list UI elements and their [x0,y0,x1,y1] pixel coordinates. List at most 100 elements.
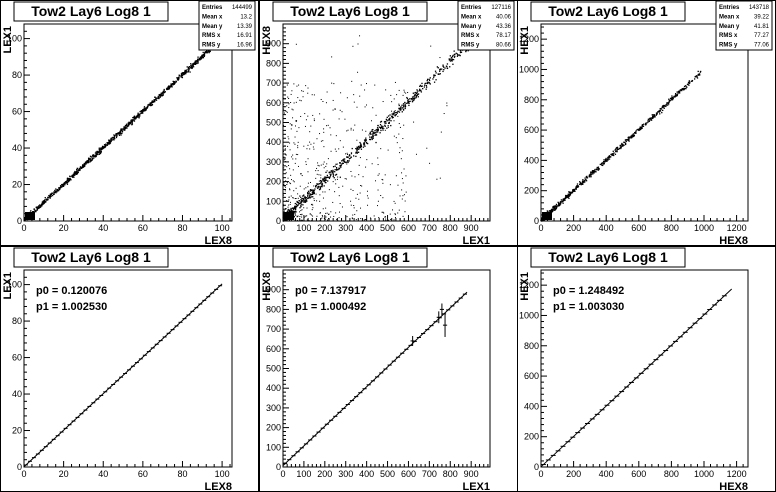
data-point [403,103,405,105]
data-point [120,134,122,136]
data-point [416,89,418,91]
data-point [299,220,301,222]
data-point [304,196,306,198]
y-tick-label: 600 [524,371,539,381]
data-point [359,146,362,149]
data-point [51,194,54,197]
data-point [584,181,586,183]
data-point [628,138,630,140]
data-point [326,163,328,165]
data-point [181,74,183,76]
data-point [350,220,352,222]
data-point [388,121,390,123]
data-point [399,108,401,110]
data-point [98,148,100,150]
data-point [84,161,87,163]
x-tick-label: 300 [338,469,353,479]
data-point [685,85,687,87]
data-point [350,127,352,129]
data-point [94,154,96,156]
data-point [153,100,156,102]
data-point [189,71,191,73]
data-point [415,96,418,98]
data-point [300,203,303,205]
data-point [282,194,284,196]
data-point [603,160,605,163]
data-point [658,110,661,112]
data-point [377,189,379,191]
data-point [396,111,398,114]
data-point [391,110,393,112]
data-point [425,82,427,84]
data-point [332,166,335,168]
data-point [557,201,559,204]
data-point [581,183,584,185]
data-point [194,63,197,65]
data-point [282,213,284,215]
data-point [612,150,614,152]
x-axis-label: LEX8 [204,481,232,492]
data-point [323,217,325,219]
data-point [554,208,556,211]
data-point [124,124,127,127]
data-point [111,139,114,141]
data-point [387,125,389,127]
data-point [356,139,358,141]
data-point [286,166,288,168]
data-point [305,85,307,87]
data-point [686,83,689,86]
data-point [643,123,645,125]
data-point [286,111,288,113]
data-point [98,151,100,154]
data-point [668,101,670,103]
data-point [300,198,302,201]
data-point [282,216,284,219]
x-tick-label: 500 [380,469,395,479]
data-point [323,118,325,120]
data-point [568,191,570,193]
data-point [76,168,78,171]
y-tick-label: 20 [12,426,22,436]
data-point [642,125,645,127]
data-point [390,94,392,96]
data-point [357,151,360,153]
data-point [627,139,629,141]
data-point [698,73,701,75]
data-point [290,174,292,176]
y-axis-label: HEX8 [261,272,273,301]
data-point [648,120,650,123]
data-point [308,193,310,195]
data-point [133,115,136,117]
data-point [375,131,378,133]
data-point [334,191,336,193]
data-point [76,167,78,170]
data-point [433,74,435,76]
data-point [576,183,579,185]
data-point [394,111,396,114]
data-point [330,174,332,177]
data-point [59,187,62,189]
data-point [293,181,295,183]
data-point [385,118,388,121]
data-point [352,45,354,47]
data-point [337,176,339,178]
data-point [305,163,307,165]
data-point [368,134,370,136]
data-point [37,206,39,208]
data-point [282,213,284,215]
data-point [365,104,367,106]
data-point [54,189,56,192]
data-point [332,169,334,171]
data-point [181,75,183,77]
data-point [572,188,574,191]
data-point [294,125,296,127]
data-point [638,129,640,132]
data-point [110,137,113,139]
data-point [353,207,355,209]
data-point [348,160,350,162]
x-tick-label: 40 [98,469,108,479]
data-point [294,219,296,221]
stats-frame [715,0,773,51]
data-point [335,166,338,169]
